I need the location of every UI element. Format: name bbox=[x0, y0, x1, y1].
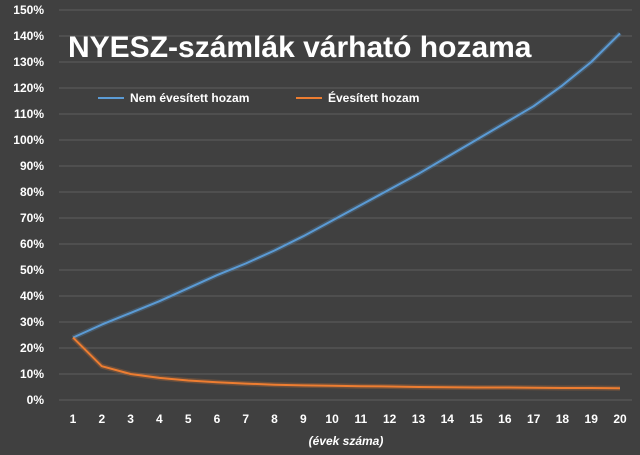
x-tick-label: 2 bbox=[98, 412, 105, 426]
series-line-1 bbox=[72, 32, 621, 339]
x-axis-tick-labels: 1 2 3 4 5 6 7 8 9 10 11 12 13 14 15 16 17 18 19 20 bbox=[70, 412, 627, 426]
y-tick-label: 140% bbox=[13, 29, 44, 43]
x-tick-label: 11 bbox=[355, 412, 368, 426]
y-tick-label: 60% bbox=[20, 237, 44, 251]
x-tick-label: 17 bbox=[527, 412, 541, 426]
x-tick-label: 15 bbox=[469, 412, 483, 426]
y-tick-label: 120% bbox=[13, 81, 44, 95]
y-axis-tick-labels: 0% 10% 20% 30% 40% 50% 60% 70% 80% 90% 100% 110% 120… bbox=[13, 3, 44, 407]
x-axis-label: (évek száma) bbox=[309, 434, 384, 448]
y-tick-label: 70% bbox=[20, 211, 44, 225]
legend: Nem évesített hozam Évesített hozam bbox=[98, 90, 419, 105]
y-tick-label: 50% bbox=[20, 263, 44, 277]
y-tick-label: 20% bbox=[20, 341, 44, 355]
legend-label: Évesített hozam bbox=[328, 90, 419, 105]
x-tick-label: 8 bbox=[271, 412, 278, 426]
x-tick-label: 16 bbox=[498, 412, 512, 426]
y-tick-label: 130% bbox=[13, 55, 44, 69]
y-tick-label: 0% bbox=[27, 393, 45, 407]
series-lines bbox=[71, 31, 622, 391]
x-tick-label: 10 bbox=[325, 412, 339, 426]
y-tick-label: 30% bbox=[20, 315, 44, 329]
y-tick-label: 150% bbox=[13, 3, 44, 17]
x-tick-label: 4 bbox=[156, 412, 163, 426]
x-tick-label: 7 bbox=[242, 412, 249, 426]
y-tick-label: 10% bbox=[20, 367, 44, 381]
y-tick-label: 90% bbox=[20, 159, 44, 173]
x-tick-label: 12 bbox=[383, 412, 397, 426]
series-line-2 bbox=[72, 336, 621, 390]
x-tick-label: 20 bbox=[613, 412, 627, 426]
y-tick-label: 100% bbox=[13, 133, 44, 147]
x-tick-label: 13 bbox=[412, 412, 426, 426]
x-tick-label: 5 bbox=[185, 412, 192, 426]
y-tick-label: 80% bbox=[20, 185, 44, 199]
x-tick-label: 3 bbox=[127, 412, 134, 426]
y-tick-label: 110% bbox=[14, 107, 44, 121]
chart-title: NYESZ-számlák várható hozama bbox=[68, 31, 532, 64]
y-tick-label: 40% bbox=[20, 289, 44, 303]
x-tick-label: 9 bbox=[300, 412, 307, 426]
x-tick-label: 1 bbox=[70, 412, 77, 426]
legend-label: Nem évesített hozam bbox=[130, 91, 249, 105]
x-tick-label: 19 bbox=[585, 412, 599, 426]
x-tick-label: 6 bbox=[214, 412, 221, 426]
x-tick-label: 14 bbox=[441, 412, 455, 426]
gridlines bbox=[59, 9, 632, 401]
x-tick-label: 18 bbox=[556, 412, 570, 426]
